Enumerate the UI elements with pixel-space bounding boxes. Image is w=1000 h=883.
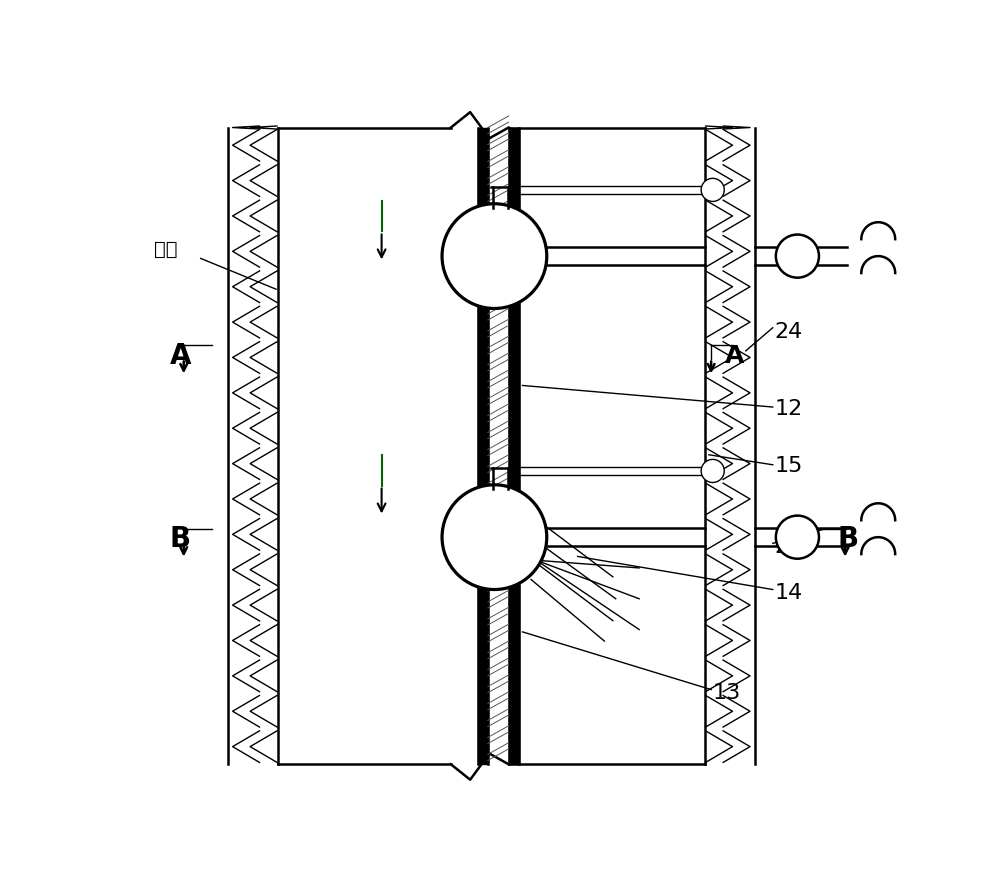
Text: 12: 12	[774, 398, 803, 419]
Circle shape	[442, 485, 547, 590]
Circle shape	[442, 204, 547, 308]
Text: 14: 14	[774, 584, 803, 603]
Text: 24: 24	[774, 321, 803, 342]
Text: 20: 20	[774, 537, 803, 557]
Circle shape	[776, 516, 819, 559]
Circle shape	[701, 459, 724, 482]
Circle shape	[776, 235, 819, 277]
Text: B: B	[170, 525, 191, 554]
Circle shape	[701, 178, 724, 201]
Text: 13: 13	[713, 683, 741, 704]
Text: B: B	[838, 525, 859, 554]
Text: A: A	[170, 343, 191, 370]
Text: A: A	[725, 344, 744, 368]
Text: 15: 15	[774, 457, 803, 476]
Text: 河岸: 河岸	[154, 239, 178, 259]
